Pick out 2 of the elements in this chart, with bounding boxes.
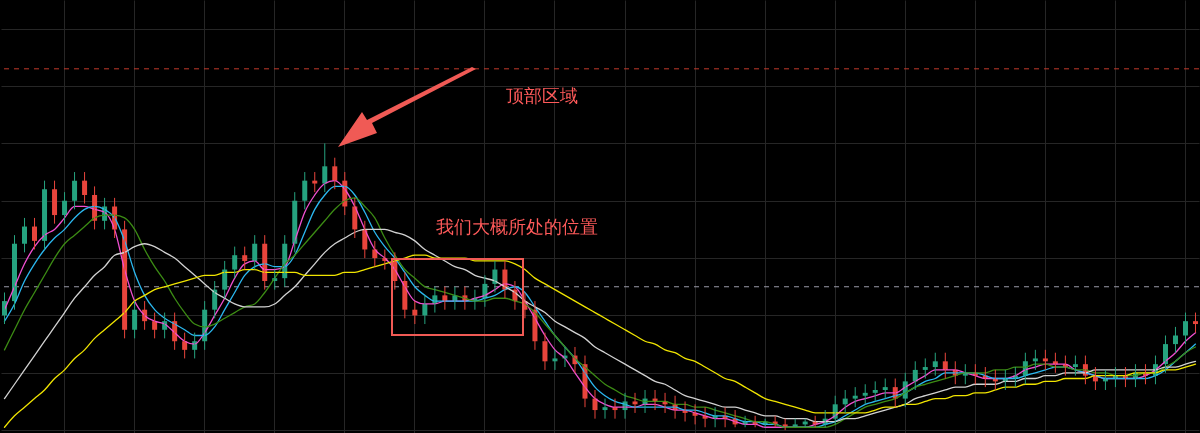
annotation: 我们大概所处的位置 [436, 216, 598, 237]
text: 顶部区域 [506, 85, 578, 106]
